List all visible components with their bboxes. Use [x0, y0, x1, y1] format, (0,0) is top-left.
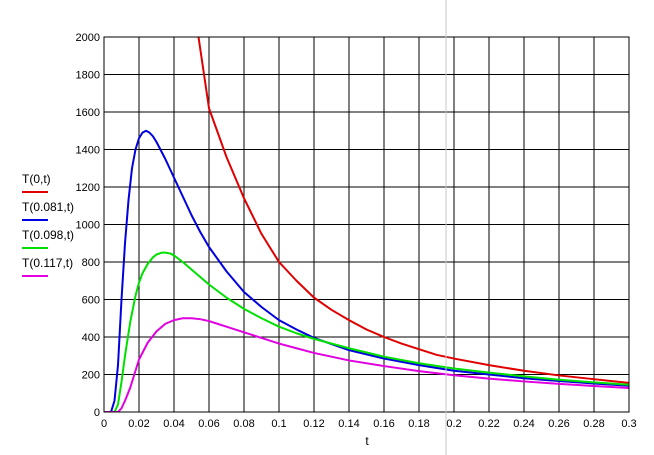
series-line-2 [104, 129, 629, 412]
x-tick-label: 0.02 [128, 418, 149, 430]
x-tick-label: 0 [101, 418, 107, 430]
x-tick-label: 0.26 [548, 418, 569, 430]
x-tick-label: 0.12 [303, 418, 324, 430]
x-tick-label: 0.06 [198, 418, 219, 430]
x-tick-label: 0.18 [408, 418, 429, 430]
grid [103, 36, 630, 413]
x-tick-label: 0.16 [373, 418, 394, 430]
y-tick-label: 1000 [76, 220, 100, 232]
series-line-4 [104, 317, 629, 412]
x-tick-labels: 0 0.02 0.04 0.06 0.08 0.1 0.12 0.14 0.16 0.18 0.2 0… [101, 418, 637, 430]
y-tick-label: 400 [82, 332, 100, 344]
legend: T(0,t) T(0.081,t) T(0.098,t) T(0.117,t) [22, 172, 74, 277]
y-tick-label: 1800 [76, 70, 100, 82]
x-tick-label: 0.24 [513, 418, 534, 430]
x-tick-label: 0.2 [446, 418, 461, 430]
y-tick-label: 200 [82, 370, 100, 382]
legend-label: T(0.081,t) [22, 200, 74, 214]
plot-frame [103, 36, 630, 413]
y-tick-label: 600 [82, 295, 100, 307]
x-tick-label: 0.04 [163, 418, 184, 430]
y-tick-label: 1600 [76, 107, 100, 119]
y-tick-label: 0 [94, 407, 100, 419]
x-tick-label: 0.22 [478, 418, 499, 430]
legend-label: T(0.098,t) [22, 228, 74, 242]
y-tick-label: 1200 [76, 182, 100, 194]
y-tick-label: 800 [82, 257, 100, 269]
x-tick-label: 0.28 [583, 418, 604, 430]
x-tick-label: 0.14 [338, 418, 359, 430]
series-line-1 [197, 37, 629, 384]
legend-label: T(0,t) [22, 172, 51, 186]
y-tick-label: 2000 [76, 32, 100, 44]
series-line-3 [104, 251, 629, 412]
x-tick-label: 0.1 [271, 418, 286, 430]
axes [103, 36, 630, 413]
y-tick-labels: 0 200 400 600 800 1000 1200 1400 1600 1800 2000 [76, 32, 100, 419]
series-lines [104, 37, 629, 412]
legend-label: T(0.117,t) [22, 256, 73, 270]
y-tick-label: 1400 [76, 145, 100, 157]
x-tick-label: 0.08 [233, 418, 254, 430]
x-tick-label: 0.3 [621, 418, 636, 430]
x-axis-label: t [365, 434, 369, 448]
